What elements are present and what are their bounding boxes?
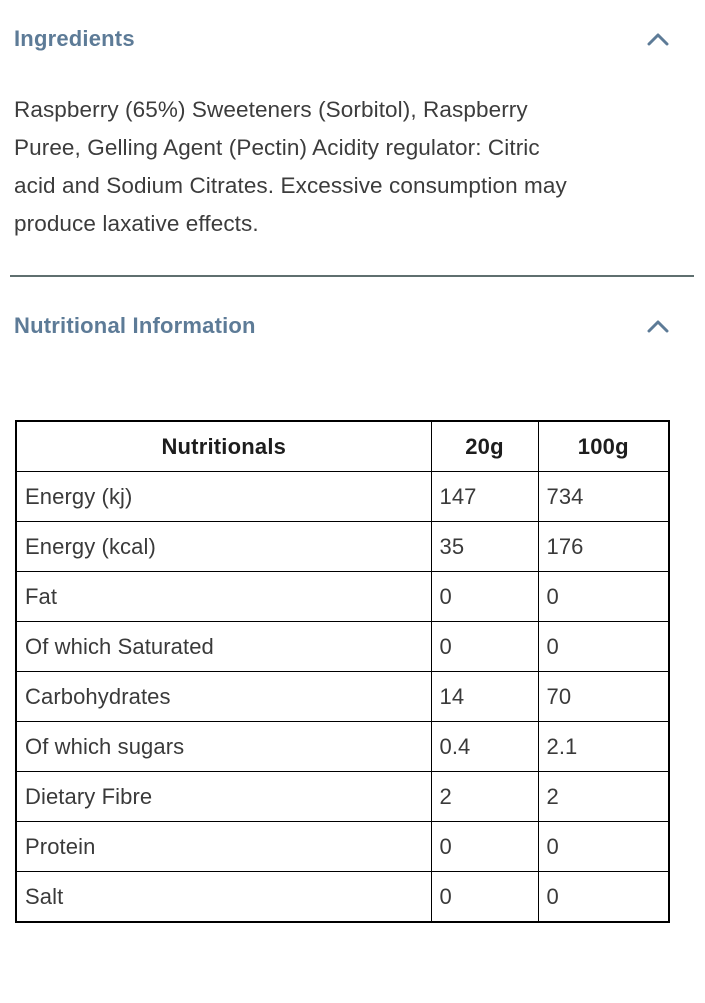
table-row: Energy (kcal) 35 176 — [15, 521, 670, 572]
value-20g-cell: 0 — [430, 571, 539, 622]
product-info-page: Ingredients Raspberry (65%) Sweeteners (… — [0, 26, 705, 923]
table-row: Carbohydrates 14 70 — [15, 671, 670, 722]
section-divider — [10, 275, 694, 277]
value-100g-cell: 0 — [537, 871, 670, 923]
value-20g-cell: 0 — [430, 821, 539, 872]
value-100g-cell: 0 — [537, 821, 670, 872]
ingredients-text: Raspberry (65%) Sweeteners (Sorbitol), R… — [14, 91, 691, 243]
ingredients-section-title: Ingredients — [14, 26, 135, 51]
value-100g-cell: 0 — [537, 621, 670, 672]
ingredients-text-line: produce laxative effects. — [14, 211, 259, 236]
value-20g-cell: 2 — [430, 771, 539, 822]
value-20g-cell: 0 — [430, 621, 539, 672]
value-20g-cell: 14 — [430, 671, 539, 722]
nutrient-name-cell: Energy (kj) — [15, 471, 432, 522]
chevron-up-icon[interactable] — [647, 319, 669, 333]
value-100g-cell: 2.1 — [537, 721, 670, 772]
ingredients-text-line: Raspberry (65%) Sweeteners (Sorbitol), R… — [14, 97, 528, 122]
nutrition-section-title: Nutritional Information — [14, 313, 256, 338]
nutrition-accordion-header[interactable]: Nutritional Information — [14, 313, 691, 339]
nutrient-name-cell: Dietary Fibre — [15, 771, 432, 822]
nutrient-name-cell: Carbohydrates — [15, 671, 432, 722]
value-20g-cell: 147 — [430, 471, 539, 522]
table-row: Fat 0 0 — [15, 571, 670, 622]
nutrition-table: Nutritionals 20g 100g Energy (kj) 147 73… — [15, 420, 670, 923]
value-100g-cell: 176 — [537, 521, 670, 572]
chevron-up-icon[interactable] — [647, 32, 669, 46]
value-100g-cell: 70 — [537, 671, 670, 722]
nutrient-name-cell: Fat — [15, 571, 432, 622]
table-row: Salt 0 0 — [15, 871, 670, 923]
ingredients-accordion-header[interactable]: Ingredients — [14, 26, 691, 52]
value-20g-cell: 0.4 — [430, 721, 539, 772]
value-20g-cell: 0 — [430, 871, 539, 923]
nutrient-name-cell: Of which sugars — [15, 721, 432, 772]
value-100g-cell: 2 — [537, 771, 670, 822]
table-row: Of which Saturated 0 0 — [15, 621, 670, 672]
value-100g-cell: 0 — [537, 571, 670, 622]
value-100g-cell: 734 — [537, 471, 670, 522]
table-row: Of which sugars 0.4 2.1 — [15, 721, 670, 772]
table-row: Dietary Fibre 2 2 — [15, 771, 670, 822]
ingredients-text-line: Puree, Gelling Agent (Pectin) Acidity re… — [14, 135, 540, 160]
nutrient-name-cell: Protein — [15, 821, 432, 872]
column-header-20g: 20g — [430, 420, 539, 472]
column-header-nutritionals: Nutritionals — [15, 420, 432, 472]
nutrition-table-container: Nutritionals 20g 100g Energy (kj) 147 73… — [15, 420, 691, 923]
value-20g-cell: 35 — [430, 521, 539, 572]
ingredients-text-line: acid and Sodium Citrates. Excessive cons… — [14, 173, 567, 198]
nutrient-name-cell: Energy (kcal) — [15, 521, 432, 572]
column-header-100g: 100g — [537, 420, 670, 472]
table-row: Energy (kj) 147 734 — [15, 471, 670, 522]
table-header-row: Nutritionals 20g 100g — [15, 420, 670, 472]
table-row: Protein 0 0 — [15, 821, 670, 872]
nutrient-name-cell: Salt — [15, 871, 432, 923]
nutrient-name-cell: Of which Saturated — [15, 621, 432, 672]
